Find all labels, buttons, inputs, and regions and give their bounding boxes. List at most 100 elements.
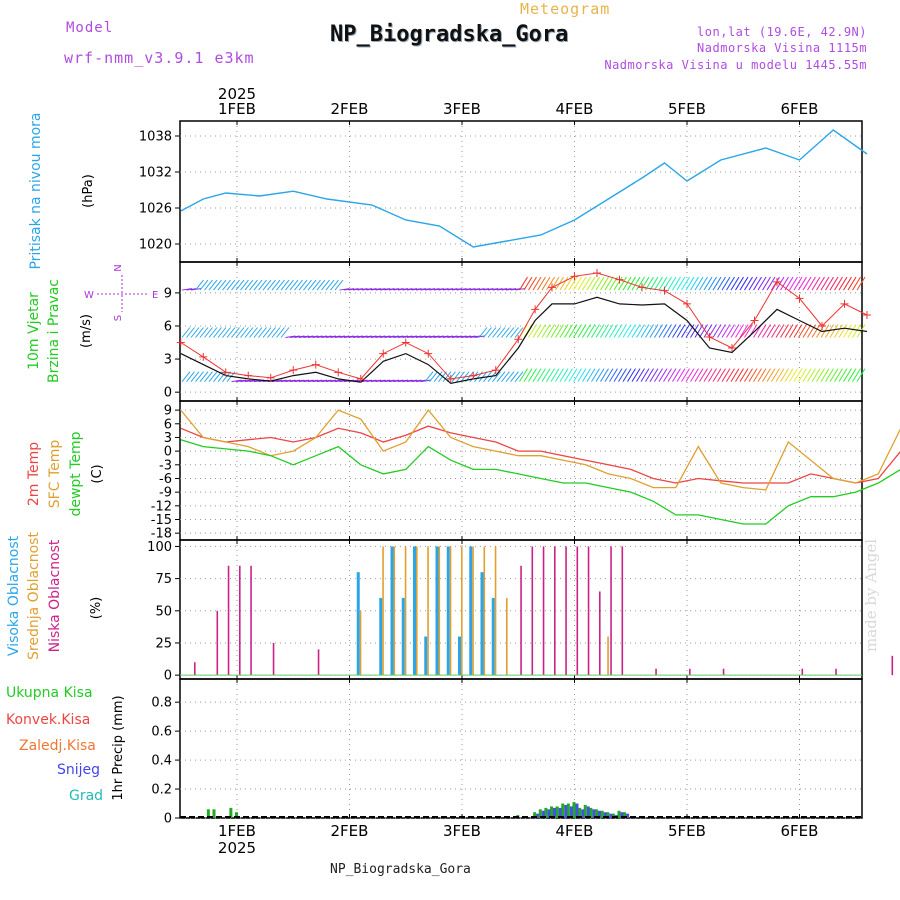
wind-direction-barb (843, 324, 852, 338)
wind-direction-barb (694, 276, 704, 291)
wind-direction-barb (276, 379, 287, 383)
wind-direction-barb (514, 327, 524, 338)
wind-direction-barb (402, 379, 413, 383)
wind-gust-point (491, 366, 500, 375)
wind-direction-barb (654, 324, 663, 338)
wind-direction-barb (240, 379, 251, 383)
wind-direction-barb (640, 324, 650, 338)
cloud-bar (393, 546, 396, 676)
cloud-bar (610, 546, 612, 676)
wind-direction-barb (627, 324, 636, 338)
model-name: wrf-nmm_v3.9.1 e3km (64, 49, 255, 67)
wind-direction-barb (280, 279, 290, 291)
wind-direction-barb (645, 368, 654, 382)
wind-direction-barb (564, 324, 573, 338)
wind-direction-barb (852, 368, 861, 382)
wind-direction-barb (366, 335, 377, 338)
wind-direction-barb (312, 279, 321, 291)
wind-direction-barb (285, 335, 296, 338)
wind-direction-barb (631, 368, 641, 382)
wind-direction-barb (505, 288, 517, 291)
wind-direction-barb (235, 327, 245, 338)
wind-direction-barb (843, 276, 852, 291)
compass-w: W (84, 290, 94, 301)
wind-direction-barb (307, 335, 319, 338)
wind-direction-barb (379, 335, 391, 338)
temp-line-2 (180, 439, 900, 525)
bottom-date-label: 5FEB (668, 822, 706, 840)
wind-direction-barb (505, 327, 515, 338)
wind-direction-barb (789, 276, 798, 291)
wind-direction-barb (240, 279, 249, 291)
precip-bar (212, 809, 216, 818)
wind-direction-barb (312, 335, 323, 338)
wind-direction-barb (285, 279, 294, 291)
wind-direction-barb (847, 368, 857, 382)
wind-direction-barb (739, 324, 749, 338)
wind-direction-barb (726, 324, 735, 338)
wind-direction-barb (762, 368, 771, 382)
precip-bar (206, 809, 210, 818)
wind-direction-barb (235, 279, 245, 291)
wind-direction-barb (820, 368, 830, 382)
wind-direction-barb (730, 324, 740, 338)
wind-direction-barb (721, 276, 731, 291)
temperature-ytick-label: -6 (159, 472, 172, 487)
wind-direction-barb (798, 324, 807, 338)
wind-direction-barb (856, 276, 866, 291)
wind-direction-barb (348, 335, 359, 338)
wind-direction-barb (186, 288, 197, 291)
wind-direction-barb (316, 379, 328, 383)
wind-gust-point (221, 368, 230, 377)
temp-label-dewpt: dewpt Temp (68, 431, 84, 516)
wind-direction-barb (456, 371, 465, 382)
wind-direction-barb (397, 335, 409, 338)
wind-direction-barb (208, 327, 218, 338)
wind-direction-barb (460, 288, 472, 291)
wind-direction-barb (433, 288, 445, 291)
wind-direction-barb (357, 335, 368, 338)
wind-direction-barb (775, 368, 785, 382)
wind-direction-barb (591, 368, 600, 382)
wind-direction-barb (465, 288, 476, 291)
top-year-label: 2025 (218, 85, 256, 103)
wind-direction-barb (231, 379, 242, 383)
bottom-date-label: 1FEB (218, 822, 256, 840)
wind-direction-barb (456, 335, 467, 338)
wind-direction-barb (672, 368, 681, 382)
wind-direction-barb (195, 279, 204, 291)
wind-direction-barb (532, 368, 542, 382)
wind-direction-barb (685, 368, 695, 382)
wind-gust-point (531, 305, 540, 314)
wind-direction-barb (816, 276, 825, 291)
precip-bar (558, 807, 562, 818)
wind-direction-barb (852, 324, 861, 338)
model-label: Model (66, 20, 114, 36)
wind-direction-barb (231, 327, 240, 338)
wind-direction-barb (361, 379, 373, 383)
wind-direction-barb (798, 368, 807, 382)
cloud-bar (379, 597, 383, 676)
wind-direction-barb (802, 324, 812, 338)
cloud-bar (554, 546, 556, 676)
wind-direction-barb (226, 327, 236, 338)
wind-direction-barb (483, 288, 494, 291)
wind-gust-point (683, 299, 691, 308)
wind-direction-barb (631, 324, 641, 338)
wind-direction-barb (649, 324, 659, 338)
wind-direction-barb (469, 288, 481, 291)
precip-bar (581, 809, 585, 818)
wind-gust-point (176, 338, 185, 347)
wind-direction-barb (186, 327, 195, 338)
precip-legend-1: Konvek.Kisa (6, 712, 90, 728)
wind-direction-barb (258, 279, 267, 291)
wind-direction-barb (618, 276, 627, 291)
wind-panel: 0 3 6 9 (164, 261, 863, 402)
wind-direction-barb (492, 327, 501, 338)
pressure-title: Pritisak na nivou mora (28, 112, 44, 269)
wind-direction-barb (658, 324, 668, 338)
wind-direction-barb (856, 368, 866, 382)
wind-direction-barb (766, 368, 776, 382)
wind-direction-barb (289, 379, 301, 383)
